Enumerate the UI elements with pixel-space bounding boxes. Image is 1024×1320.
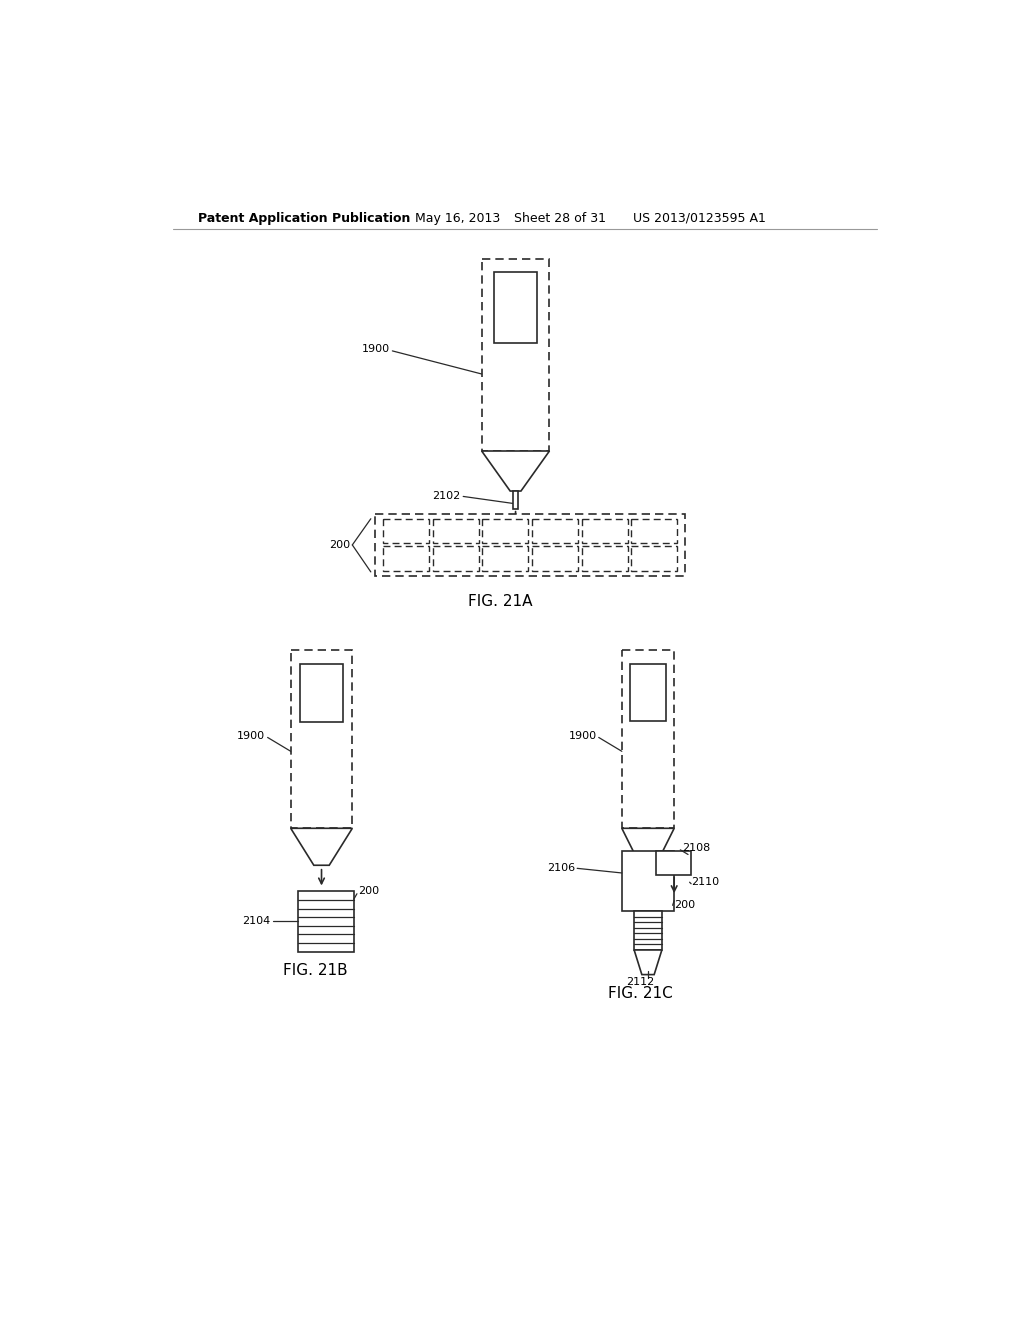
Bar — [634, 911, 662, 950]
Bar — [582, 519, 628, 544]
Text: 2110: 2110 — [691, 878, 719, 887]
Text: FIG. 21A: FIG. 21A — [468, 594, 532, 609]
Text: 200: 200 — [674, 900, 695, 911]
Bar — [376, 515, 685, 576]
Bar — [622, 851, 674, 911]
Text: 2104: 2104 — [243, 916, 270, 925]
Text: 1900: 1900 — [361, 345, 390, 354]
Polygon shape — [622, 829, 674, 866]
Bar — [291, 649, 352, 829]
Text: FIG. 21B: FIG. 21B — [283, 964, 348, 978]
Bar — [383, 546, 429, 572]
Bar — [582, 546, 628, 572]
Text: Patent Application Publication: Patent Application Publication — [199, 213, 411, 224]
Polygon shape — [634, 950, 662, 974]
Text: 2108: 2108 — [682, 842, 710, 853]
Text: US 2013/0123595 A1: US 2013/0123595 A1 — [633, 213, 766, 224]
Text: 200: 200 — [358, 887, 380, 896]
Bar — [655, 851, 691, 874]
Bar — [298, 891, 354, 952]
Text: 2112: 2112 — [626, 977, 654, 987]
Text: 1900: 1900 — [238, 731, 265, 741]
Bar — [532, 519, 578, 544]
Bar — [482, 519, 528, 544]
Bar — [630, 664, 667, 721]
Bar — [433, 519, 478, 544]
Bar — [482, 546, 528, 572]
Polygon shape — [481, 451, 550, 491]
Bar — [532, 546, 578, 572]
Bar — [481, 259, 550, 451]
Text: Sheet 28 of 31: Sheet 28 of 31 — [514, 213, 606, 224]
Polygon shape — [291, 829, 352, 866]
Text: FIG. 21C: FIG. 21C — [608, 986, 673, 1002]
Text: 2106: 2106 — [548, 863, 575, 874]
Bar — [433, 546, 478, 572]
Text: 200: 200 — [329, 540, 350, 550]
Bar — [300, 664, 343, 722]
Bar — [632, 546, 677, 572]
Bar — [622, 649, 674, 829]
Bar — [383, 519, 429, 544]
Text: May 16, 2013: May 16, 2013 — [416, 213, 501, 224]
Bar — [513, 491, 518, 508]
Bar — [632, 519, 677, 544]
Text: 2102: 2102 — [432, 491, 461, 500]
Text: 1900: 1900 — [569, 731, 597, 741]
Bar — [494, 272, 538, 343]
